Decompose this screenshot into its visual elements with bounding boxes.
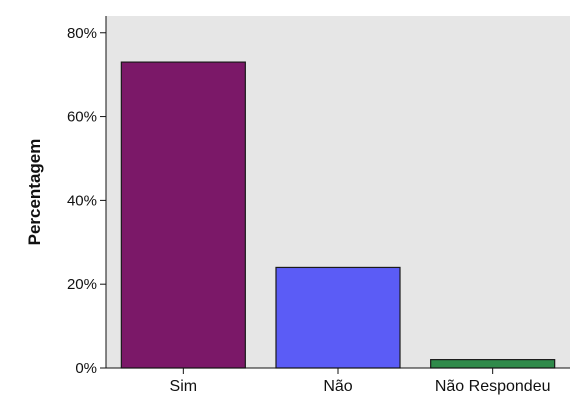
x-tick-label: Sim bbox=[170, 378, 198, 395]
y-tick-label: 40% bbox=[67, 192, 97, 209]
y-tick-label: 60% bbox=[67, 109, 97, 126]
x-tick-label: Não bbox=[323, 378, 352, 395]
y-axis-title: Percentagem bbox=[25, 139, 44, 246]
bar-n-o bbox=[275, 266, 401, 369]
y-ticks-group: 0% 20% 40% 60% 80% bbox=[67, 25, 106, 377]
x-tick-label: Não Respondeu bbox=[435, 378, 551, 395]
bars-group bbox=[120, 61, 556, 369]
bar-sim bbox=[120, 61, 246, 369]
y-tick-label: 0% bbox=[75, 360, 97, 377]
x-ticks-group: Sim Não Não Respondeu bbox=[170, 368, 551, 395]
bar-n-o-respondeu bbox=[430, 359, 556, 369]
y-tick-label: 20% bbox=[67, 276, 97, 293]
y-tick-label: 80% bbox=[67, 25, 97, 42]
